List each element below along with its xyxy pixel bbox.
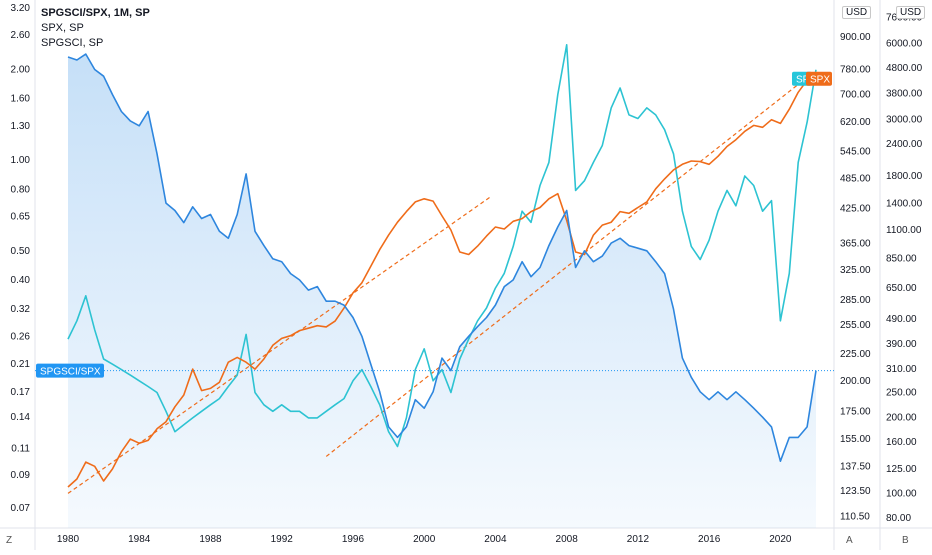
middle-tick-label-9: 325.00 [840,265,871,276]
left-tick-label-16: 0.09 [11,470,31,481]
right-tick-label-12: 390.00 [886,339,917,350]
left-tick-label-5: 1.00 [11,155,31,166]
series-line-spgsci-spx [67,53,817,462]
spx-trendline-2 [325,69,817,457]
x-tick-label-1984: 1984 [128,534,151,545]
middle-tick-label-14: 175.00 [840,406,871,417]
left-tick-label-8: 0.50 [11,246,31,257]
log-scale-toggle[interactable]: Z [6,535,13,546]
right-tick-label-9: 850.00 [886,253,917,264]
middle-tick-label-3: 700.00 [840,89,871,100]
left-tick-label-13: 0.17 [11,387,31,398]
x-tick-label-1988: 1988 [199,534,222,545]
x-tick-label-2004: 2004 [484,534,507,545]
legend-title[interactable]: SPGSCI/SPX, 1M, SP [41,7,150,19]
auto-scale-toggle[interactable]: A [846,535,853,546]
middle-tick-label-13: 200.00 [840,376,871,387]
x-tick-label-1992: 1992 [271,534,294,545]
right-tick-label-3: 3800.00 [886,89,923,100]
left-tick-label-0: 3.20 [11,3,31,14]
legend-spx[interactable]: SPX, SP [41,22,84,34]
right-tick-label-7: 1400.00 [886,198,923,209]
middle-tick-label-10: 285.00 [840,295,871,306]
badge-spx: SPX [810,75,830,86]
middle-tick-label-5: 545.00 [840,147,871,158]
middle-tick-label-7: 425.00 [840,203,871,214]
middle-tick-label-2: 780.00 [840,65,871,76]
spx-trendline-1 [67,195,493,494]
x-tick-label-1980: 1980 [57,534,80,545]
series-line-spx [67,72,817,488]
right-tick-label-10: 650.00 [886,283,917,294]
badge-spgsci-spx: SPGSCI/SPX [40,367,101,378]
currency-button-middle[interactable]: USD [842,6,872,19]
right-tick-label-11: 490.00 [886,314,917,325]
x-tick-label-2000: 2000 [413,534,436,545]
left-tick-label-2: 2.00 [11,64,31,75]
right-tick-label-18: 100.00 [886,488,917,499]
left-tick-label-10: 0.32 [11,304,31,315]
middle-tick-label-1: 900.00 [840,32,871,43]
middle-tick-label-17: 123.50 [840,486,871,497]
badge-spgsci-spx-bg [36,363,104,378]
x-tick-label-2012: 2012 [627,534,650,545]
middle-tick-label-16: 137.50 [840,461,871,472]
middle-tick-label-6: 485.00 [840,173,871,184]
left-tick-label-11: 0.26 [11,331,31,342]
left-tick-label-6: 0.80 [11,184,31,195]
right-tick-label-2: 4800.00 [886,63,923,74]
right-tick-label-15: 200.00 [886,412,917,423]
middle-tick-label-8: 365.00 [840,238,871,249]
left-tick-label-3: 1.60 [11,94,31,105]
left-tick-label-17: 0.07 [11,503,31,514]
ratio-area-fill [68,54,816,528]
left-tick-label-15: 0.11 [11,444,30,455]
scale-toggle[interactable]: B [902,535,909,546]
left-tick-label-7: 0.65 [11,211,31,222]
right-tick-label-13: 310.00 [886,364,917,375]
right-tick-label-14: 250.00 [886,388,917,399]
middle-tick-label-15: 155.00 [840,434,871,445]
right-tick-label-16: 160.00 [886,437,917,448]
right-tick-label-17: 125.00 [886,464,917,475]
left-tick-label-14: 0.14 [11,412,31,423]
middle-tick-label-12: 225.00 [840,349,871,360]
legend-spgsci[interactable]: SPGSCI, SP [41,37,104,49]
right-tick-label-19: 80.00 [886,513,911,524]
right-tick-label-5: 2400.00 [886,139,923,150]
right-tick-label-4: 3000.00 [886,115,923,126]
x-tick-label-1996: 1996 [342,534,365,545]
left-tick-label-4: 1.30 [11,121,31,132]
left-tick-label-9: 0.40 [11,275,31,286]
middle-tick-label-4: 620.00 [840,117,871,128]
x-tick-label-2008: 2008 [556,534,579,545]
currency-button-right[interactable]: USD [896,6,926,19]
left-tick-label-1: 2.60 [11,30,31,41]
left-tick-label-12: 0.21 [11,359,31,370]
badge-spx-bg [806,71,832,86]
badge-spgsci: SP [796,75,810,86]
right-tick-label-8: 1100.00 [886,225,922,236]
middle-tick-label-18: 110.50 [840,511,870,522]
series-line-spgsci [67,44,817,448]
right-tick-label-1: 6000.00 [886,39,923,50]
x-tick-label-2020: 2020 [769,534,792,545]
middle-tick-label-11: 255.00 [840,320,871,331]
x-tick-label-2016: 2016 [698,534,721,545]
chart-legend: SPGSCI/SPX, 1M, SP SPX, SP SPGSCI, SP [41,6,150,51]
right-tick-label-6: 1800.00 [886,171,923,182]
